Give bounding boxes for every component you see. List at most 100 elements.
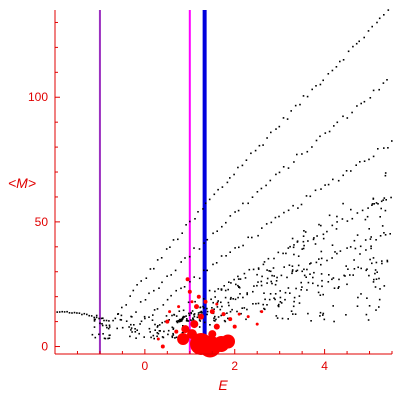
data-point [156, 326, 159, 328]
data-point [364, 239, 367, 241]
data-point [346, 220, 349, 222]
data-point [301, 270, 303, 273]
data-point [165, 248, 168, 250]
data-point [102, 333, 104, 335]
data-point [212, 263, 214, 266]
data-point [108, 337, 111, 339]
data-point [301, 286, 303, 288]
data-point [144, 299, 147, 301]
data-point [319, 315, 321, 317]
data-point [246, 293, 248, 296]
data-point [383, 14, 385, 16]
data-point [202, 208, 204, 210]
data-point [261, 227, 263, 229]
data-point [342, 202, 344, 205]
data-point [293, 253, 295, 256]
data-point [94, 318, 96, 321]
data-point [268, 298, 271, 301]
data-point [354, 247, 357, 250]
data-point [327, 73, 330, 75]
data-point [143, 315, 146, 318]
data-point [187, 320, 190, 322]
data-point [158, 330, 161, 332]
data-point [260, 187, 263, 190]
data-point [210, 298, 212, 301]
data-point [353, 239, 356, 242]
data-point [274, 298, 276, 301]
data-point [281, 317, 284, 320]
highlight-point [228, 317, 233, 322]
data-point [337, 179, 340, 182]
data-point [336, 252, 338, 255]
data-point [314, 243, 317, 245]
data-point [265, 223, 268, 225]
data-point [209, 324, 211, 326]
data-point [384, 172, 387, 174]
data-point [387, 147, 389, 149]
data-point [262, 303, 264, 306]
data-point [198, 319, 201, 321]
data-point [283, 211, 285, 214]
data-point [173, 313, 175, 316]
data-point [139, 323, 141, 325]
y-tick-label: 100 [28, 90, 48, 104]
data-point [333, 287, 336, 289]
data-point [276, 276, 278, 279]
data-point [377, 203, 379, 205]
highlight-point [190, 300, 194, 304]
highlight-point [260, 310, 264, 314]
data-point [376, 271, 378, 273]
data-point [380, 200, 383, 203]
data-point [378, 306, 380, 308]
data-point [270, 131, 272, 134]
data-point [237, 209, 240, 212]
data-point [372, 155, 375, 158]
data-point [368, 158, 370, 161]
data-point [374, 269, 377, 271]
data-point [178, 320, 181, 323]
data-point [221, 186, 224, 188]
data-point [238, 286, 241, 289]
highlight-point [187, 289, 192, 294]
data-point [315, 261, 318, 264]
red-point-series [156, 277, 264, 358]
data-point [228, 281, 230, 283]
data-point [256, 284, 258, 287]
data-point [182, 309, 185, 312]
data-point [188, 312, 190, 315]
data-point [332, 305, 334, 307]
data-point [262, 144, 264, 146]
data-point [248, 268, 251, 271]
data-point [171, 336, 174, 339]
highlight-point [221, 334, 235, 349]
data-point [332, 178, 334, 181]
data-point [275, 280, 278, 282]
data-point [237, 166, 239, 169]
data-point [215, 318, 217, 321]
data-point [296, 269, 299, 272]
data-point [370, 236, 372, 238]
data-point [322, 312, 325, 315]
data-point [172, 239, 175, 241]
data-point [334, 251, 336, 253]
y-axis-label: <M> [8, 175, 36, 191]
data-point [229, 215, 232, 217]
data-point [181, 319, 183, 322]
data-point [220, 289, 223, 291]
data-point [98, 333, 100, 336]
data-point [183, 286, 186, 288]
data-point [197, 211, 199, 213]
data-point [234, 247, 236, 249]
highlight-point [213, 323, 220, 330]
data-point [338, 286, 340, 288]
data-point [368, 228, 370, 230]
data-point [107, 337, 109, 340]
data-point [260, 284, 263, 287]
data-point [307, 240, 309, 242]
data-point [257, 234, 259, 237]
data-point [271, 274, 273, 277]
data-point [347, 268, 349, 270]
data-point [342, 174, 344, 177]
data-point [206, 307, 208, 310]
data-point [226, 312, 228, 314]
